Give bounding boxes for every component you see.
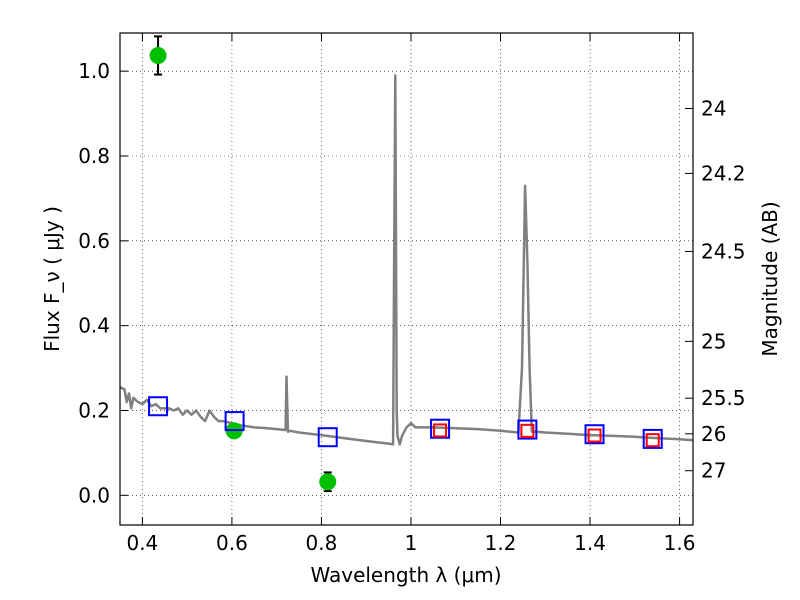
- y-tick-label: 0.6: [78, 229, 110, 253]
- magnitude-tick-label: 27: [701, 459, 726, 483]
- model-point-red-square: [645, 433, 660, 448]
- model-point-blue-square: [430, 418, 451, 439]
- y-axis-ticks: 0.0 0.2 0.4 0.6 0.8 1.0: [78, 59, 128, 507]
- model-spectrum-line: [119, 74, 694, 446]
- x-tick-label: 0.6: [216, 531, 248, 555]
- model-point-blue-square: [584, 424, 605, 445]
- magnitude-tick-label: 24.5: [701, 239, 746, 263]
- data-series: [119, 35, 694, 493]
- x-tick-label: 1.4: [574, 531, 606, 555]
- plot-area: [120, 33, 693, 525]
- y-tick-label: 0.8: [78, 144, 110, 168]
- model-point-red-square: [587, 428, 602, 443]
- model-point-blue-square: [317, 427, 338, 448]
- model-point-blue-square: [148, 396, 169, 417]
- observed-data-point: [319, 473, 337, 491]
- model-point-red-square: [433, 423, 448, 438]
- x-axis-ticks: 0.4 0.6 0.8 1 1.2 1.4 1.6: [126, 33, 695, 555]
- magnitude-tick-label: 24: [701, 96, 726, 120]
- y-axis-label: Flux F_ν ( μJy ): [40, 206, 64, 352]
- magnitude-tick-label: 25.5: [701, 386, 746, 410]
- y-tick-label: 0.2: [78, 398, 110, 422]
- model-point-red-square: [520, 423, 535, 438]
- model-point-blue-square: [642, 428, 663, 449]
- plot-frame: [119, 32, 694, 526]
- y-tick-label: 0.0: [78, 483, 110, 507]
- magnitude-tick-label: 25: [701, 329, 726, 353]
- y-tick-label: 0.4: [78, 314, 110, 338]
- magnitude-axis-label: Magnitude (AB): [758, 201, 782, 356]
- x-tick-label: 1: [405, 531, 418, 555]
- model-point-blue-square: [517, 419, 538, 440]
- x-axis-label: Wavelength λ (μm): [310, 563, 501, 587]
- magnitude-tick-label: 24.2: [701, 161, 746, 185]
- x-tick-label: 1.2: [485, 531, 517, 555]
- magnitude-axis-ticks: 24 24.2 24.5 25 25.5 26 27: [685, 96, 746, 483]
- model-point-blue-square: [224, 411, 245, 432]
- magnitude-tick-label: 26: [701, 422, 726, 446]
- x-tick-label: 1.6: [664, 531, 696, 555]
- x-tick-label: 0.4: [126, 531, 158, 555]
- observed-data-point: [149, 46, 167, 64]
- x-tick-label: 0.8: [306, 531, 338, 555]
- y-tick-label: 1.0: [78, 59, 110, 83]
